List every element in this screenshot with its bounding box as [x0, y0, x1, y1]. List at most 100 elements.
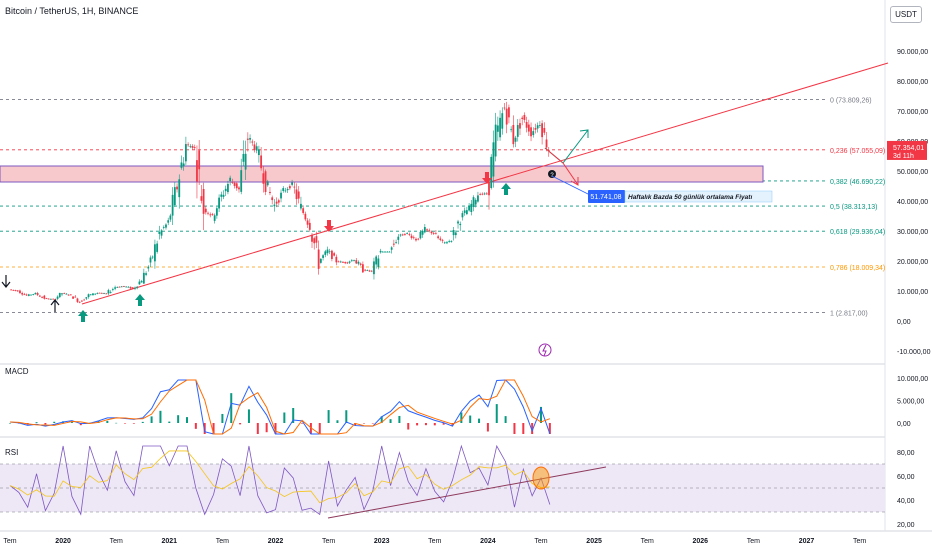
- candle-body: [78, 301, 81, 303]
- fib-label: 0,236 (57.055,09): [830, 148, 885, 155]
- candle-body: [111, 289, 114, 290]
- candle-body: [399, 234, 402, 236]
- candle-body: [16, 290, 19, 292]
- price-tick-label: 0,00: [897, 319, 911, 326]
- currency-button[interactable]: USDT: [890, 6, 922, 23]
- candle-body: [41, 297, 43, 298]
- macd-bar: [424, 423, 427, 426]
- candle-body: [231, 182, 234, 183]
- macd-bar: [540, 406, 542, 423]
- candle-body: [534, 128, 537, 130]
- candle-body: [30, 294, 32, 296]
- candle-body: [87, 294, 90, 298]
- candle-body: [443, 242, 446, 244]
- candle-body: [297, 191, 300, 199]
- buy-marker: [501, 183, 511, 195]
- time-tick-label: 2026: [693, 538, 709, 545]
- candle-body: [317, 249, 320, 269]
- candle-body: [525, 121, 528, 128]
- candle-body: [74, 296, 77, 298]
- macd-bar: [318, 423, 321, 434]
- candle-body: [426, 229, 428, 231]
- candle-body: [125, 286, 128, 288]
- candle-body: [523, 114, 526, 120]
- candles: [10, 101, 550, 304]
- candle-body: [184, 144, 187, 162]
- candle-body: [264, 171, 267, 192]
- time-tick-label: Tem: [3, 538, 16, 545]
- candle-body: [103, 293, 105, 295]
- candle-body: [169, 215, 172, 220]
- candle-body: [280, 192, 282, 199]
- candle-body: [516, 125, 519, 137]
- candle-body: [357, 261, 360, 264]
- macd-bar: [159, 410, 162, 423]
- candle-body: [501, 113, 504, 129]
- price-tick-label: 90.000,00: [897, 49, 928, 56]
- rsi-ma-line: [9, 450, 550, 504]
- candle-body: [138, 281, 141, 285]
- candle-body: [432, 233, 435, 234]
- fib-label: 0,786 (18.009,34): [830, 265, 885, 272]
- candle-body: [441, 239, 444, 241]
- candle-body: [430, 231, 433, 234]
- candle-body: [145, 273, 147, 275]
- buy-marker: [135, 294, 145, 306]
- candle-body: [262, 173, 265, 184]
- candle-body: [415, 238, 417, 241]
- candle-body: [545, 139, 548, 148]
- rsi-band: [0, 464, 885, 512]
- candle-body: [127, 286, 130, 288]
- candle-body: [503, 107, 506, 109]
- candle-body: [21, 292, 24, 295]
- candle-body: [98, 292, 101, 294]
- candle-body: [490, 156, 493, 188]
- candle-body: [353, 260, 355, 262]
- macd-bar: [256, 423, 259, 434]
- candle-body: [286, 188, 289, 191]
- candle-body: [229, 177, 232, 182]
- macd-bar: [168, 421, 171, 423]
- candle-body: [165, 224, 167, 228]
- macd-bar: [380, 416, 383, 423]
- candle-body: [109, 292, 112, 293]
- candle-body: [536, 125, 539, 129]
- fib-label: 0,618 (29.936,04): [830, 229, 885, 236]
- candle-body: [342, 261, 344, 263]
- candle-body: [246, 138, 249, 140]
- candle-body: [530, 127, 532, 137]
- macd-bar: [44, 423, 47, 425]
- macd-bar: [336, 420, 339, 423]
- candle-body: [364, 269, 367, 271]
- fib-label: 0,5 (38.313,13): [830, 204, 877, 211]
- candle-body: [273, 204, 276, 207]
- candle-body: [56, 296, 59, 299]
- candle-body: [401, 234, 404, 236]
- time-tick-label: Tem: [641, 538, 654, 545]
- candle-body: [322, 255, 324, 258]
- rsi-title: RSI: [5, 448, 18, 457]
- candle-body: [160, 230, 163, 236]
- candle-body: [288, 186, 291, 189]
- candle-body: [275, 201, 278, 204]
- candle-body: [377, 258, 380, 268]
- candle-body: [538, 125, 541, 126]
- candle-body: [468, 205, 470, 211]
- candle-body: [284, 190, 287, 192]
- projection-up-arrow: [544, 129, 589, 164]
- candle-body: [397, 236, 400, 240]
- candle-body: [178, 179, 181, 198]
- candle-body: [346, 262, 349, 264]
- candle-body: [406, 233, 409, 234]
- candle-body: [457, 221, 459, 224]
- candle-body: [198, 150, 201, 170]
- candle-body: [32, 294, 35, 295]
- price-tick-label: 50.000,00: [897, 169, 928, 176]
- candle-body: [439, 238, 442, 240]
- rsi-line: [9, 444, 551, 516]
- candle-body: [446, 242, 448, 244]
- candle-body: [448, 241, 451, 242]
- candle-body: [339, 261, 342, 263]
- candle-body: [209, 214, 212, 216]
